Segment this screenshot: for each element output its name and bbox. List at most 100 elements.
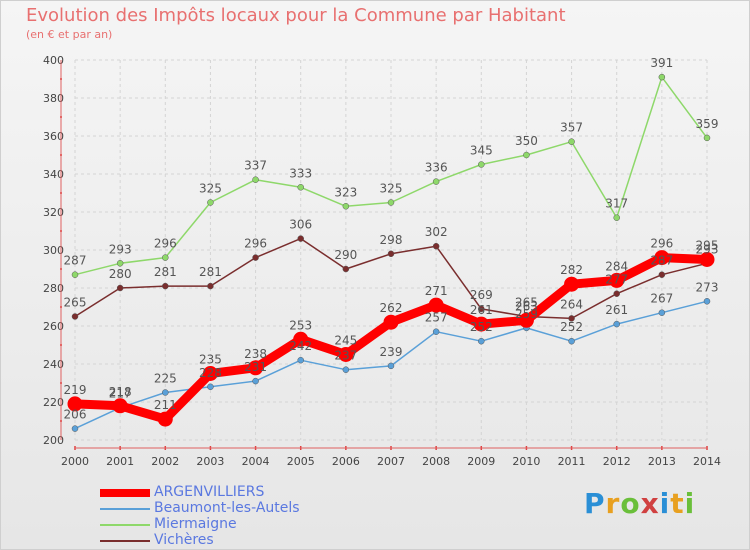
data-label: 269 <box>470 288 493 302</box>
series-point-3 <box>71 313 79 320</box>
data-label: 238 <box>244 347 267 361</box>
data-label: 284 <box>605 259 628 273</box>
legend-label: ARGENVILLIERS <box>154 484 265 500</box>
data-label: 235 <box>199 353 222 367</box>
data-label: 261 <box>605 303 628 317</box>
data-label: 239 <box>380 345 403 359</box>
data-label: 325 <box>380 182 403 196</box>
data-label: 252 <box>470 320 493 334</box>
x-tick-label: 2003 <box>196 455 224 468</box>
series-point-2 <box>613 214 620 221</box>
series-point-2 <box>658 73 666 81</box>
series-point-3 <box>116 284 124 292</box>
legend-label: Beaumont-les-Autels <box>154 500 300 516</box>
series-point-1 <box>387 362 395 370</box>
legend-swatch <box>100 508 150 510</box>
series-point-3 <box>432 242 440 250</box>
series-point-1 <box>162 389 169 396</box>
x-tick-label: 2000 <box>61 455 89 468</box>
series-point-2 <box>162 254 169 261</box>
data-label: 273 <box>696 280 719 294</box>
series-point-1 <box>297 356 304 364</box>
y-tick-label: 340 <box>43 168 64 181</box>
data-label: 391 <box>650 56 673 70</box>
series-point-3 <box>613 290 620 297</box>
x-tick-label: 2002 <box>151 455 179 468</box>
series-point-3 <box>297 235 304 242</box>
series-point-3 <box>207 282 214 290</box>
data-label: 267 <box>650 292 673 306</box>
legend-swatch <box>100 524 150 526</box>
series-point-0 <box>654 250 670 266</box>
series-point-3 <box>162 282 169 290</box>
legend-swatch <box>100 489 150 497</box>
legend-label: Miermaigne <box>154 516 237 532</box>
data-label: 245 <box>334 334 357 348</box>
series-point-1 <box>658 309 666 316</box>
y-tick-label: 220 <box>43 396 64 409</box>
y-tick-label: 380 <box>43 92 64 105</box>
series-point-1 <box>252 377 259 385</box>
data-label: 259 <box>515 307 538 321</box>
series-point-1 <box>342 366 350 373</box>
x-tick-label: 2012 <box>603 455 631 468</box>
series-point-1 <box>432 328 440 335</box>
series-point-0 <box>338 347 354 362</box>
series-point-0 <box>293 331 309 347</box>
series-point-0 <box>67 396 83 412</box>
data-label: 295 <box>696 239 719 253</box>
legend-swatch <box>100 540 150 542</box>
x-tick-label: 2008 <box>422 455 450 468</box>
series-point-1 <box>478 337 485 345</box>
series-point-0 <box>157 411 173 427</box>
series-point-1 <box>71 425 79 432</box>
chart-title: Evolution des Impôts locaux pour la Comm… <box>26 5 566 26</box>
data-label: 287 <box>650 254 673 268</box>
y-tick-label: 320 <box>43 206 64 219</box>
data-label: 359 <box>696 117 719 131</box>
series-point-3 <box>252 254 259 261</box>
data-label: 287 <box>64 254 87 268</box>
series-point-0 <box>699 252 715 267</box>
series-point-2 <box>297 184 304 191</box>
x-tick-label: 2007 <box>377 455 405 468</box>
series-point-1 <box>207 383 214 391</box>
series-point-2 <box>71 271 79 278</box>
data-label: 317 <box>605 197 628 211</box>
data-label: 325 <box>199 182 222 196</box>
series-point-0 <box>473 316 489 332</box>
data-label: 261 <box>470 303 493 317</box>
series-point-2 <box>116 260 124 267</box>
data-label: 296 <box>244 237 267 251</box>
series-point-0 <box>609 272 625 288</box>
series-point-3 <box>387 250 395 258</box>
data-label: 323 <box>334 185 357 199</box>
series-point-2 <box>387 199 395 206</box>
data-label: 228 <box>199 366 222 380</box>
x-tick-label: 2009 <box>467 455 495 468</box>
y-tick-label: 400 <box>43 54 64 67</box>
x-tick-label: 2014 <box>693 455 721 468</box>
series-point-2 <box>523 151 530 159</box>
x-tick-label: 2013 <box>648 455 676 468</box>
series-point-2 <box>207 199 214 206</box>
series-point-0 <box>428 297 444 313</box>
y-tick-label: 280 <box>43 282 64 295</box>
legend-label: Vichères <box>154 532 214 548</box>
data-label: 219 <box>64 383 87 397</box>
data-label: 281 <box>199 265 222 279</box>
x-tick-label: 2011 <box>558 455 586 468</box>
data-label: 298 <box>380 233 403 247</box>
data-label: 263 <box>515 299 538 313</box>
series-point-3 <box>568 315 575 322</box>
axes: 200 220 240 260 280 300 320 340 360 380 400 2000 200… <box>43 54 721 468</box>
data-label: 350 <box>515 134 538 148</box>
series-point-1 <box>613 320 620 328</box>
data-label: 264 <box>560 297 583 311</box>
data-label: 357 <box>560 121 583 135</box>
data-label: 242 <box>289 339 312 353</box>
x-tick-label: 2001 <box>106 455 134 468</box>
data-label: 280 <box>109 267 132 281</box>
